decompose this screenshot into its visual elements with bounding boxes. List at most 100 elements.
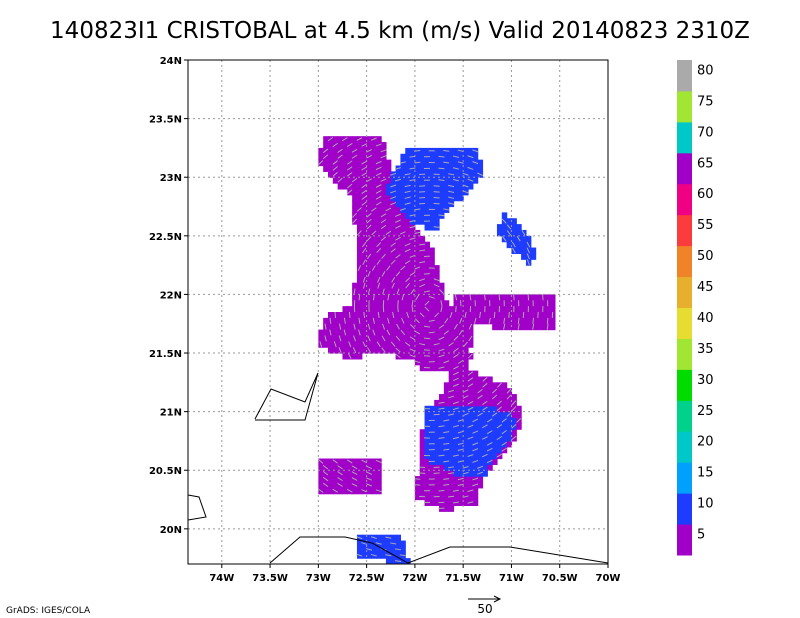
wind-cell <box>371 300 377 307</box>
wind-cell <box>434 147 440 155</box>
wind-arrow <box>346 160 353 165</box>
colorbar-label: 55 <box>697 218 714 233</box>
wind-arrow <box>390 190 397 194</box>
wind-cell <box>434 452 440 460</box>
wind-cell <box>482 446 488 454</box>
wind-cell <box>492 429 498 436</box>
wind-cell <box>381 241 387 249</box>
wind-cell <box>448 329 455 337</box>
wind-cell <box>318 153 324 161</box>
wind-cell <box>463 499 469 506</box>
wind-cell <box>434 476 440 483</box>
wind-cell <box>371 171 377 178</box>
wind-arrow <box>414 208 421 211</box>
wind-arrow <box>352 218 357 224</box>
wind-cell <box>448 353 455 360</box>
wind-cell <box>376 265 382 272</box>
wind-cell <box>477 382 484 389</box>
wind-cell <box>525 317 532 325</box>
wind-arrow <box>482 424 488 429</box>
wind-arrow <box>457 442 464 446</box>
wind-arrow <box>404 242 411 247</box>
wind-cell <box>371 288 377 296</box>
wind-cell <box>371 341 377 348</box>
wind-cell <box>337 317 344 325</box>
wind-cell <box>419 481 426 489</box>
wind-cell <box>385 276 392 284</box>
wind-cell <box>429 165 435 172</box>
colorbar-swatch <box>677 60 692 92</box>
wind-cell <box>371 188 377 196</box>
wind-cell <box>458 487 464 495</box>
wind-arrow <box>367 323 371 330</box>
wind-cell <box>414 259 421 266</box>
wind-cell <box>400 218 406 225</box>
wind-arrow <box>414 318 420 324</box>
wind-cell <box>356 153 363 161</box>
wind-cell <box>371 481 377 489</box>
wind-arrow <box>386 265 391 271</box>
wind-arrow <box>415 294 420 301</box>
wind-cell <box>439 294 445 301</box>
wind-cell <box>506 423 513 430</box>
wind-cell <box>400 540 406 548</box>
wind-cell <box>376 306 382 313</box>
wind-cell <box>356 270 363 278</box>
wind-cell <box>371 235 377 243</box>
wind-arrow <box>511 423 517 429</box>
wind-cell <box>385 347 392 354</box>
wind-arrow <box>443 484 450 486</box>
wind-arrow <box>366 236 372 242</box>
wind-cell <box>385 253 392 260</box>
wind-cell <box>361 212 368 219</box>
wind-cell <box>516 294 522 301</box>
wind-cell <box>419 440 426 448</box>
wind-cell <box>400 171 406 178</box>
wind-arrow <box>443 149 450 152</box>
wind-cell <box>390 270 397 278</box>
wind-arrow <box>486 418 493 423</box>
wind-arrow <box>458 359 464 364</box>
wind-cell <box>424 147 430 155</box>
wind-cell <box>463 446 469 454</box>
wind-arrow <box>375 459 382 464</box>
wind-cell <box>472 405 479 413</box>
wind-cell <box>468 417 474 424</box>
wind-cell <box>463 435 469 442</box>
wind-cell <box>482 470 488 477</box>
wind-cell <box>342 476 348 483</box>
wind-cell <box>424 224 430 231</box>
wind-cell <box>328 341 334 348</box>
wind-cell <box>361 470 368 477</box>
wind-cell <box>458 341 464 348</box>
wind-cell <box>439 312 445 319</box>
wind-cell <box>429 487 435 495</box>
wind-cell <box>400 259 406 266</box>
wind-cell <box>366 487 373 495</box>
wind-arrow <box>353 288 356 295</box>
wind-cell <box>545 312 551 319</box>
wind-arrow <box>375 172 382 177</box>
wind-cell <box>405 212 411 219</box>
wind-arrow <box>453 353 459 359</box>
wind-cell <box>352 317 358 325</box>
wind-cell <box>371 347 377 354</box>
wind-cell <box>448 347 455 354</box>
wind-cell <box>347 481 353 489</box>
wind-cell <box>443 388 450 395</box>
wind-cell <box>525 323 532 331</box>
wind-cell <box>468 300 474 307</box>
wind-cell <box>328 487 334 495</box>
wind-arrow <box>387 294 390 301</box>
colorbar-swatch <box>677 493 692 525</box>
wind-cell <box>448 505 455 512</box>
wind-cell <box>443 411 450 419</box>
wind-arrow <box>511 400 517 406</box>
wind-cell <box>410 317 416 325</box>
wind-arrow <box>521 230 526 236</box>
wind-cell <box>472 464 479 471</box>
wind-cell <box>453 147 459 155</box>
wind-cell <box>458 353 464 360</box>
y-tick-label: 23N <box>160 173 182 184</box>
wind-cell <box>463 177 469 184</box>
